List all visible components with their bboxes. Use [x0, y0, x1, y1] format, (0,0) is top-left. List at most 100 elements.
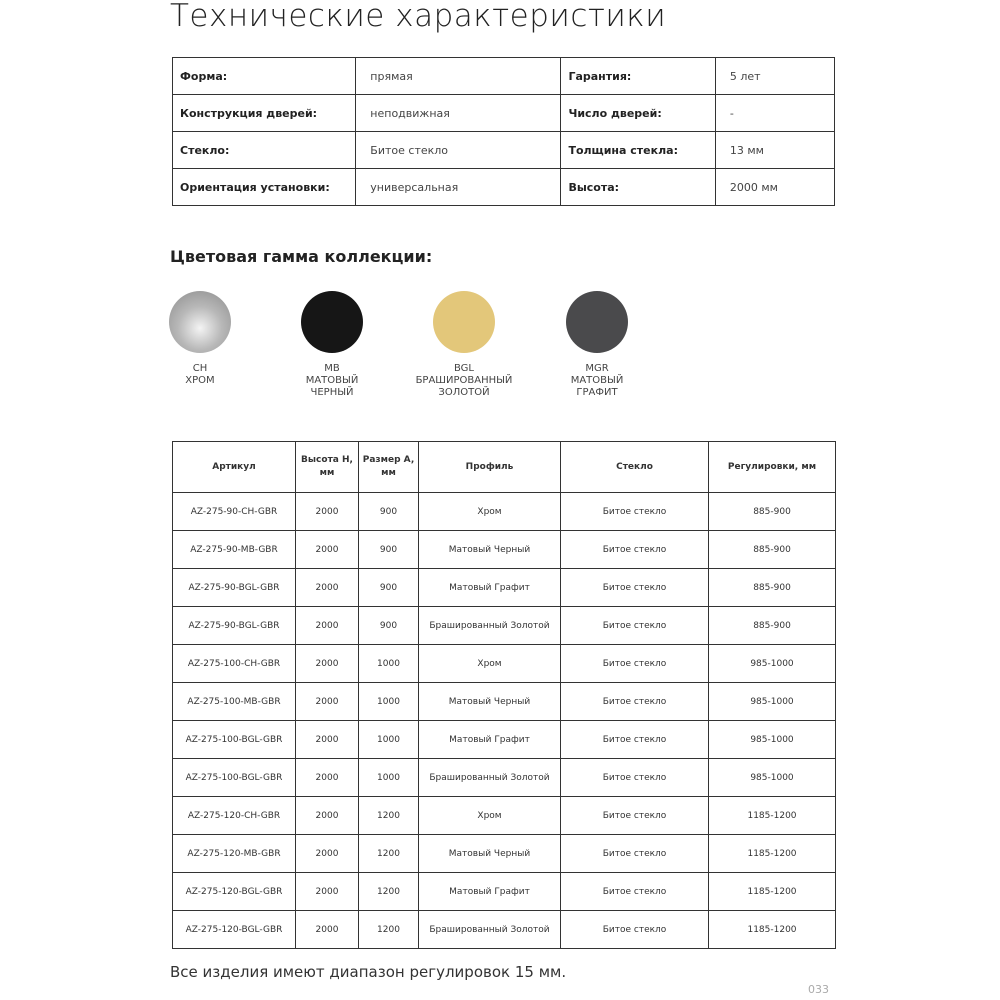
table-row: AZ-275-90-BGL-GBR 2000 900 Матовый Графит Би…	[172, 568, 836, 607]
spec-value: неподвижная	[355, 94, 562, 132]
table-row: AZ-275-120-BGL-GBR 2000 1200 Матовый Графит…	[172, 872, 836, 911]
table-cell: AZ-275-90-MB-GBR	[172, 530, 296, 569]
table-cell: 2000	[295, 644, 359, 683]
spec-label: Высота:	[560, 168, 716, 206]
table-cell: Битое стекло	[560, 796, 709, 835]
swatch-name: МАТОВЫЙ ЧЕРНЫЙ	[305, 375, 359, 398]
table-cell: 2000	[295, 872, 359, 911]
table-cell: AZ-275-90-BGL-GBR	[172, 568, 296, 607]
table-cell: 985-1000	[708, 720, 836, 759]
column-header: Профиль	[418, 441, 561, 493]
column-header: Высота H, мм	[295, 441, 359, 493]
spec-row: Конструкция дверей: неподвижная Число двер…	[171, 94, 836, 132]
table-cell: AZ-275-90-BGL-GBR	[172, 606, 296, 645]
table-cell: 1000	[358, 758, 419, 797]
spec-row: Ориентация установки: универсальная Высота…	[171, 168, 836, 206]
table-cell: Битое стекло	[560, 644, 709, 683]
table-cell: 1185-1200	[708, 834, 836, 873]
spec-label: Форма:	[171, 57, 357, 95]
footer-note: Все изделия имеют диапазон регулировок 1…	[170, 963, 567, 981]
swatch-circle	[566, 291, 628, 353]
table-cell: Матовый Черный	[418, 682, 561, 721]
color-swatch-mb: MB МАТОВЫЙ ЧЕРНЫЙ	[277, 291, 387, 399]
table-cell: AZ-275-120-CH-GBR	[172, 796, 296, 835]
table-cell: Хром	[418, 644, 561, 683]
table-cell: AZ-275-100-BGL-GBR	[172, 720, 296, 759]
table-cell: 1000	[358, 682, 419, 721]
table-cell: Битое стекло	[560, 568, 709, 607]
table-cell: 885-900	[708, 492, 836, 531]
table-cell: Матовый Графит	[418, 872, 561, 911]
table-row: AZ-275-100-BGL-GBR 2000 1000 Матовый Графит…	[172, 720, 836, 759]
spec-label: Конструкция дверей:	[171, 94, 357, 132]
spec-row: Стекло: Битое стекло Толщина стекла: 13 мм	[171, 131, 836, 169]
table-cell: AZ-275-90-CH-GBR	[172, 492, 296, 531]
table-cell: Битое стекло	[560, 758, 709, 797]
spec-label: Толщина стекла:	[560, 131, 716, 169]
swatch-circle	[301, 291, 363, 353]
specs-table: Форма: прямая Гарантия: 5 лет Конструкция дв…	[171, 57, 836, 206]
table-cell: 1000	[358, 720, 419, 759]
color-swatch-ch: CH ХРОМ	[145, 291, 255, 387]
table-cell: 2000	[295, 682, 359, 721]
table-cell: Хром	[418, 796, 561, 835]
table-cell: 900	[358, 568, 419, 607]
spec-value: универсальная	[355, 168, 562, 206]
table-cell: 2000	[295, 530, 359, 569]
spec-value: 5 лет	[714, 57, 836, 95]
spec-label: Стекло:	[171, 131, 357, 169]
table-cell: 885-900	[708, 530, 836, 569]
table-cell: 2000	[295, 910, 359, 949]
column-header: Стекло	[560, 441, 709, 493]
table-cell: AZ-275-100-BGL-GBR	[172, 758, 296, 797]
swatch-name: БРАШИРОВАННЫЙ ЗОЛОТОЙ	[415, 375, 513, 398]
table-cell: 1200	[358, 910, 419, 949]
products-table: Артикул Высота H, мм Размер A, мм Профиль Ст…	[172, 441, 836, 949]
table-cell: 1185-1200	[708, 872, 836, 911]
table-cell: 2000	[295, 758, 359, 797]
table-cell: 1200	[358, 834, 419, 873]
color-swatch-mgr: MGR МАТОВЫЙ ГРАФИТ	[542, 291, 652, 399]
table-cell: Матовый Черный	[418, 834, 561, 873]
page-title: Технические характеристики	[170, 0, 667, 34]
spec-value: прямая	[355, 57, 562, 95]
table-cell: Матовый Графит	[418, 568, 561, 607]
table-cell: 985-1000	[708, 758, 836, 797]
table-cell: Матовый Графит	[418, 720, 561, 759]
table-cell: 1000	[358, 644, 419, 683]
table-cell: 2000	[295, 720, 359, 759]
swatch-circle	[169, 291, 231, 353]
spec-value: Битое стекло	[355, 131, 562, 169]
swatch-code: MB	[324, 363, 340, 374]
table-cell: 1185-1200	[708, 910, 836, 949]
table-cell: Битое стекло	[560, 682, 709, 721]
table-cell: 885-900	[708, 606, 836, 645]
table-cell: 2000	[295, 834, 359, 873]
page-number: 033	[808, 983, 829, 996]
table-row: AZ-275-100-BGL-GBR 2000 1000 Брашированный …	[172, 758, 836, 797]
table-cell: Матовый Черный	[418, 530, 561, 569]
table-row: AZ-275-100-MB-GBR 2000 1000 Матовый Черный Б…	[172, 682, 836, 721]
table-cell: Битое стекло	[560, 720, 709, 759]
table-row: AZ-275-100-CH-GBR 2000 1000 Хром Битое стекл…	[172, 644, 836, 683]
table-cell: AZ-275-100-MB-GBR	[172, 682, 296, 721]
table-cell: AZ-275-100-CH-GBR	[172, 644, 296, 683]
table-cell: 1200	[358, 872, 419, 911]
table-cell: 985-1000	[708, 644, 836, 683]
table-cell: 2000	[295, 492, 359, 531]
table-row: AZ-275-90-MB-GBR 2000 900 Матовый Черный Бит…	[172, 530, 836, 569]
table-cell: 1200	[358, 796, 419, 835]
swatch-code: MGR	[585, 363, 609, 374]
table-cell: Битое стекло	[560, 872, 709, 911]
table-cell: Брашированный Золотой	[418, 758, 561, 797]
table-cell: 2000	[295, 568, 359, 607]
column-header: Артикул	[172, 441, 296, 493]
swatch-code: CH	[192, 363, 208, 374]
table-cell: 885-900	[708, 568, 836, 607]
table-cell: AZ-275-120-MB-GBR	[172, 834, 296, 873]
table-row: AZ-275-120-CH-GBR 2000 1200 Хром Битое стекл…	[172, 796, 836, 835]
spec-row: Форма: прямая Гарантия: 5 лет	[171, 57, 836, 95]
table-cell: 900	[358, 492, 419, 531]
table-cell: 985-1000	[708, 682, 836, 721]
table-cell: 2000	[295, 796, 359, 835]
